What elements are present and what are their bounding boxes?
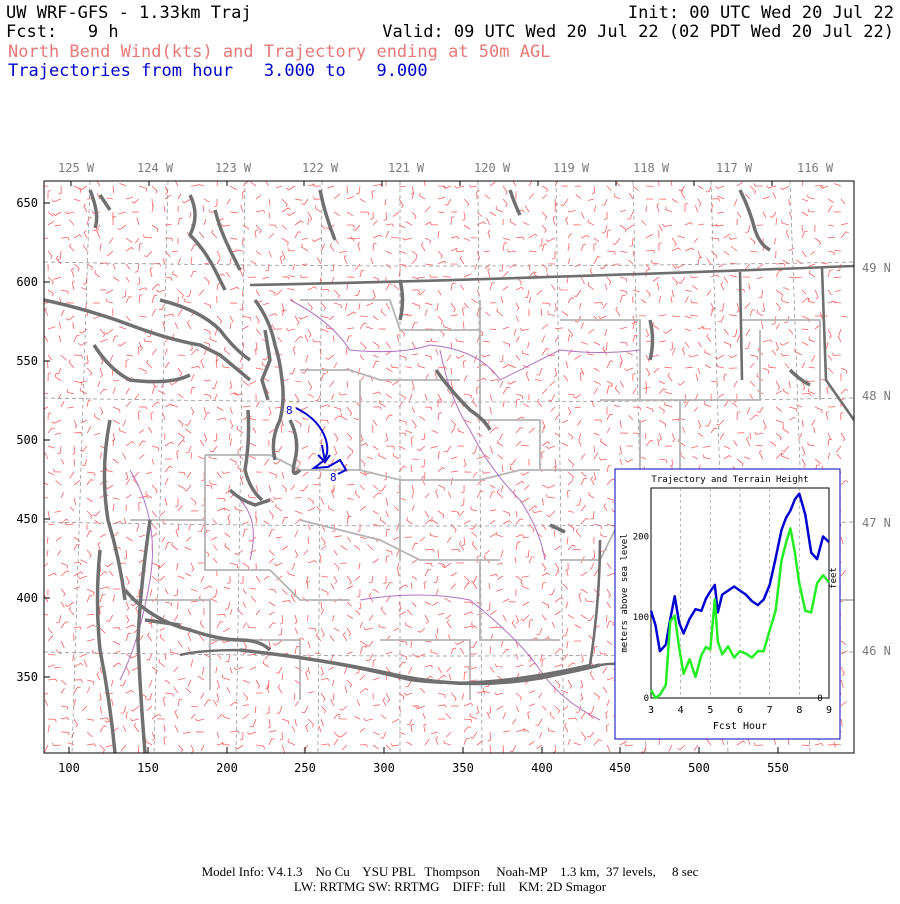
inset-x-tick-label: 5 — [707, 705, 713, 716]
y-tick-label: 350 — [16, 670, 38, 684]
inset-right-tick: 0 — [817, 694, 822, 704]
inset-x-tick-label: 4 — [678, 705, 684, 716]
y-tick-label: 400 — [16, 591, 38, 605]
wind-barb — [347, 283, 348, 290]
lon-label: 124 W — [137, 161, 174, 175]
longitude-labels: 125 W 124 W 123 W 122 W 121 W 120 W 119 … — [58, 161, 834, 175]
wind-barb — [690, 316, 698, 317]
lon-label: 121 W — [388, 161, 425, 175]
wind-barb — [471, 680, 477, 681]
inset-x-tick-label: 6 — [737, 705, 743, 716]
x-axis-labels: 100 150 200 250 300 350 400 450 500 550 — [58, 761, 789, 775]
wind-barb — [308, 615, 309, 621]
x-tick-label: 150 — [137, 761, 159, 775]
lat-label: 49 N — [862, 261, 891, 275]
inset-x-tick-label: 8 — [796, 705, 802, 716]
trajectory-end-marker: 8 — [330, 471, 337, 484]
inset-ylabel: meters above sea level — [620, 533, 630, 652]
x-tick-label: 250 — [294, 761, 316, 775]
y-tick-label: 450 — [16, 512, 38, 526]
inset-y-tick-label: 0 — [644, 694, 649, 704]
inset-y-tick-label: 200 — [633, 532, 649, 542]
lat-label: 46 N — [862, 644, 891, 658]
lat-label: 47 N — [862, 516, 891, 530]
footer-physics-info: LW: RRTMG SW: RRTMG DIFF: full KM: 2D Sm… — [0, 879, 900, 895]
lon-label: 120 W — [474, 161, 511, 175]
lon-label: 116 W — [797, 161, 834, 175]
inset-x-tick-label: 9 — [826, 705, 832, 716]
wind-barb — [360, 316, 368, 317]
x-tick-label: 500 — [688, 761, 710, 775]
inset-chart: Trajectory and Terrain Height 3 4 5 6 7 8 9 0 1… — [615, 469, 840, 739]
latitude-labels: 49 N 48 N 47 N 46 N — [862, 261, 891, 658]
wind-barb — [113, 381, 119, 382]
lon-label: 125 W — [58, 161, 95, 175]
x-tick-label: 100 — [58, 761, 80, 775]
wind-barb — [757, 225, 764, 226]
x-tick-label: 300 — [373, 761, 395, 775]
wind-barb — [347, 381, 348, 388]
x-tick-label: 550 — [767, 761, 789, 775]
lon-label: 118 W — [633, 161, 670, 175]
lon-label: 122 W — [302, 161, 339, 175]
inset-x-tick-label: 3 — [648, 705, 654, 716]
y-tick-label: 550 — [16, 354, 38, 368]
x-tick-label: 400 — [531, 761, 553, 775]
lon-label: 123 W — [215, 161, 252, 175]
inset-x-tick-label: 7 — [767, 705, 773, 716]
lon-label: 119 W — [553, 161, 590, 175]
inset-title: Trajectory and Terrain Height — [651, 475, 808, 485]
inset-y-tick-label: 100 — [633, 613, 649, 623]
y-tick-label: 600 — [16, 275, 38, 289]
trajectory-start-marker: 8 — [286, 404, 293, 417]
x-tick-label: 350 — [452, 761, 474, 775]
y-tick-label: 650 — [16, 196, 38, 210]
footer-model-info: Model Info: V4.1.3 No Cu YSU PBL Thompso… — [0, 864, 900, 880]
wind-barb — [178, 297, 179, 303]
wind-barb — [250, 589, 256, 590]
wind-barb — [412, 459, 419, 460]
x-tick-label: 200 — [216, 761, 238, 775]
wind-barb — [248, 277, 256, 278]
y-tick-label: 500 — [16, 433, 38, 447]
lat-label: 48 N — [862, 389, 891, 403]
inset-xlabel: Fcst Hour — [713, 721, 767, 732]
y-axis-labels: 650 600 550 500 450 400 350 — [16, 196, 38, 684]
x-tick-label: 450 — [609, 761, 631, 775]
inset-ylabel-right: feet — [829, 567, 839, 589]
wind-barb — [391, 238, 399, 239]
wind-barb — [301, 264, 308, 265]
lon-label: 117 W — [716, 161, 753, 175]
